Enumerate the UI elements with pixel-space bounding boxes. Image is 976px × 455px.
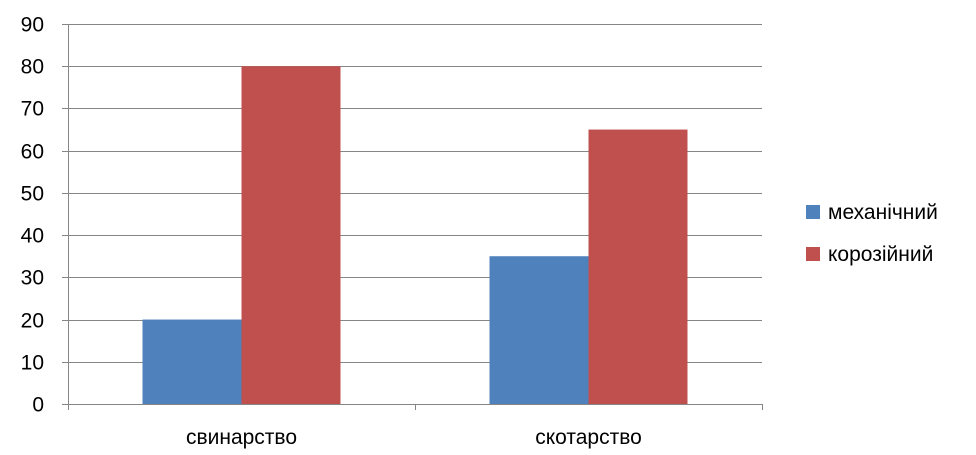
legend-swatch-механічний — [806, 205, 820, 219]
bar-механічний-свинарство — [142, 319, 242, 404]
legend-swatch-корозійний — [806, 247, 820, 261]
labels: 0 10 20 30 40 50 60 70 80 90 свинарство скотарство — [21, 14, 642, 450]
y-tick-label: 50 — [21, 183, 44, 206]
legend-label: корозійний — [828, 243, 933, 266]
y-tick-label: 10 — [21, 352, 44, 375]
y-tick-label: 90 — [21, 14, 44, 37]
bar-корозійний-свинарство — [241, 66, 341, 404]
y-tick-label: 30 — [21, 267, 44, 290]
y-tick-label: 0 — [32, 394, 44, 417]
x-category-label: свинарство — [186, 426, 297, 449]
legend-label: механічний — [828, 201, 938, 224]
y-tick-label: 60 — [21, 141, 44, 164]
y-tick-label: 40 — [21, 225, 44, 248]
y-tick-label: 20 — [21, 310, 44, 333]
bars — [142, 66, 688, 405]
bar-корозійний-скотарство — [588, 129, 688, 405]
legend: механічний корозійний — [806, 201, 938, 266]
axes — [62, 24, 763, 410]
y-tick-label: 80 — [21, 56, 44, 79]
x-category-label: скотарство — [535, 426, 642, 449]
y-tick-label: 70 — [21, 98, 44, 121]
bar-механічний-скотарство — [489, 256, 589, 404]
